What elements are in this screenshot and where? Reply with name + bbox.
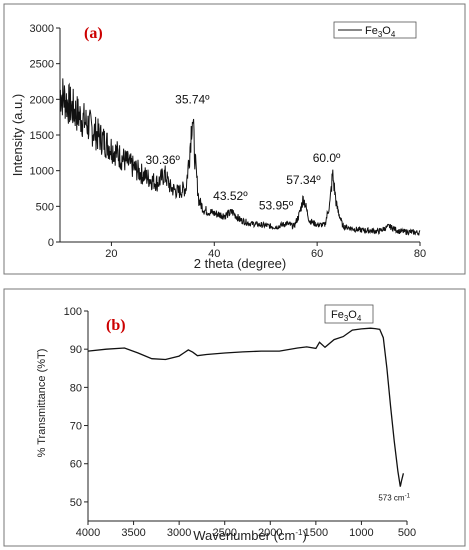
- ftir-legend-label: Fe3O4: [331, 309, 362, 323]
- ftir-y-tick-label: 80: [70, 382, 82, 394]
- xrd-series-line: [59, 78, 421, 236]
- xrd-ticks: 20 40 60 80 0 500 1000 1500 2000 2500 3000: [30, 23, 427, 260]
- xrd-x-axis-title: 2 theta (degree): [194, 256, 287, 271]
- xrd-x-tick-label: 80: [414, 248, 426, 260]
- xrd-axes: [59, 28, 420, 243]
- xrd-peak-label: 60.0º: [313, 151, 341, 165]
- xrd-y-axis-title: Intensity (a.u.): [10, 94, 25, 176]
- ftir-y-tick-label: 90: [70, 344, 82, 356]
- xrd-legend-box: [333, 21, 417, 39]
- xrd-y-tick-label: 1000: [30, 166, 54, 178]
- ftir-x-tick-label: 1500: [304, 527, 328, 539]
- ftir-axes: [87, 311, 407, 522]
- ftir-y-tick-label: 60: [70, 459, 82, 471]
- xrd-y-tick-label: 0: [48, 237, 54, 249]
- xrd-y-tick-label: 1500: [30, 130, 54, 142]
- panel-b-frame: [3, 288, 466, 547]
- panel-b-label: (b): [106, 317, 126, 334]
- xrd-y-tick-label: 2500: [30, 59, 54, 71]
- xrd-peak-label: 35.74º: [175, 93, 210, 107]
- xrd-peak-label: 43.52º: [213, 189, 248, 203]
- panel-a-label: (a): [84, 25, 103, 42]
- xrd-peak-label: 53.95º: [259, 198, 294, 212]
- xrd-peak-label: 30.36º: [145, 153, 180, 167]
- ftir-y-tick-label: 70: [70, 421, 82, 433]
- ftir-x-tick-label: 3000: [167, 527, 191, 539]
- xrd-legend-label: Fe3O4: [365, 25, 396, 39]
- ftir-x-tick-label: 3500: [121, 527, 145, 539]
- xrd-x-tick-label: 40: [208, 248, 220, 260]
- ftir-ticks: 4000 3500 3000 2500 2000 1500 1000 500 50 60 70 80 9…: [64, 306, 417, 539]
- ftir-x-tick-label: 4000: [76, 527, 100, 539]
- xrd-y-tick-label: 2000: [30, 94, 54, 106]
- xrd-x-tick-label: 20: [105, 248, 117, 260]
- ftir-series-line: [87, 327, 405, 487]
- ftir-y-axis-title: % Transmittance (%T): [36, 349, 48, 458]
- ftir-x-tick-label: 500: [398, 527, 416, 539]
- panel-a-frame: [3, 3, 466, 275]
- xrd-y-tick-label: 3000: [30, 23, 54, 35]
- ftir-x-axis-title: Wavenumber (cm-1): [193, 528, 307, 543]
- xrd-x-tick-label: 60: [311, 248, 323, 260]
- ftir-legend-box: [324, 304, 374, 324]
- xrd-y-tick-label: 500: [36, 201, 54, 213]
- panel-b: (b) 4000 3500 3000 2500 2000 1500 1000 500 50 60 7…: [3, 288, 466, 547]
- ftir-x-tick-label: 2000: [258, 527, 282, 539]
- xrd-peak-label: 57.34º: [286, 173, 321, 187]
- panel-a: (a) 20 40 60 80 0 500 1000 1500 2000 2500 3000 35.…: [3, 3, 466, 275]
- ftir-x-tick-label: 2500: [212, 527, 236, 539]
- ftir-x-tick-label: 1000: [349, 527, 373, 539]
- ftir-y-tick-label: 50: [70, 497, 82, 509]
- xrd-peak-labels: 35.74º 30.36º 43.52º 53.95º 57.34º 60.0º: [145, 93, 341, 213]
- ftir-min-label: 573 cm-1: [378, 494, 410, 503]
- ftir-annotations: 573 cm-1: [378, 494, 410, 503]
- ftir-legend: Fe3O4: [324, 304, 374, 324]
- xrd-legend: Fe3O4: [333, 21, 417, 39]
- ftir-y-tick-label: 100: [64, 306, 82, 318]
